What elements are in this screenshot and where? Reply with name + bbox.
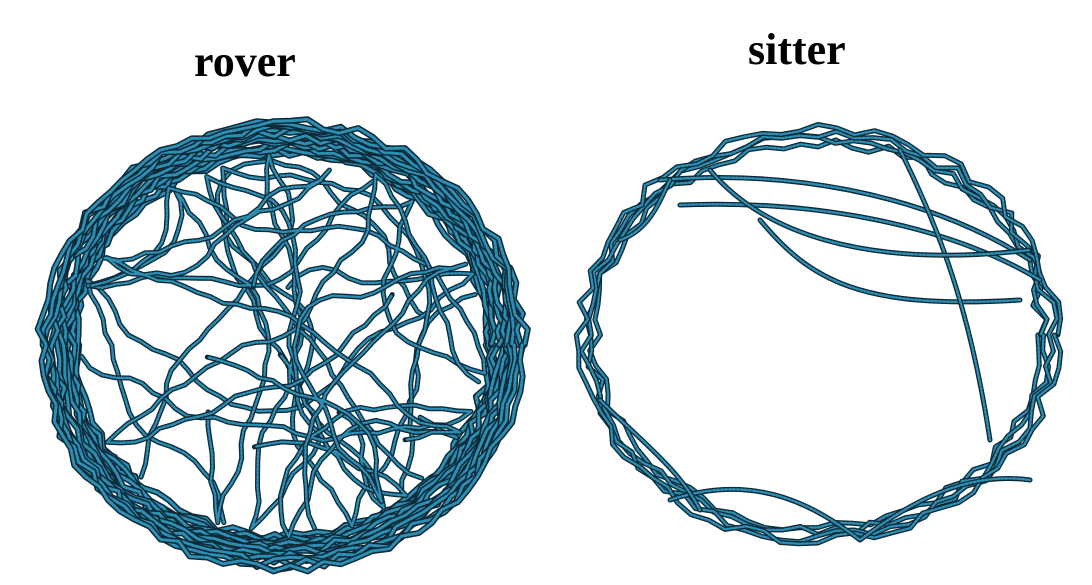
sitter-interior-track	[678, 203, 1042, 282]
rover-edge-track	[53, 133, 514, 556]
rover-edge-track	[36, 117, 530, 573]
sitter-interior-track	[898, 148, 992, 442]
sitter-track-plot	[573, 122, 1064, 547]
rover-interior-track	[103, 168, 461, 441]
sitter-arena-outline	[573, 122, 1064, 547]
sitter-edge-track	[580, 130, 1059, 543]
rover-track-plot	[34, 116, 531, 575]
sitter-interior-track	[618, 178, 672, 242]
rover-interior-track	[90, 186, 486, 375]
rover-arena-outline	[34, 116, 531, 575]
sitter-interior-track	[598, 398, 702, 512]
rover-title: rover	[194, 37, 296, 86]
rover-interior-track	[80, 355, 473, 538]
rover-interior-track	[206, 262, 467, 530]
sitter-interior-track	[668, 477, 1032, 542]
rover-interior-track	[106, 173, 480, 445]
sitter-tracks	[597, 147, 1043, 543]
sitter-edge-track	[575, 123, 1062, 545]
sitter-interior-track	[708, 168, 1032, 257]
rover-interior-track	[216, 159, 477, 528]
rover-interior-track	[86, 266, 475, 524]
sitter-title: sitter	[748, 25, 846, 74]
sitter-interior-track	[658, 176, 1032, 262]
rover-edge-track	[59, 139, 506, 550]
sitter-interior-track	[758, 218, 1022, 304]
rover-tracks	[79, 153, 488, 540]
